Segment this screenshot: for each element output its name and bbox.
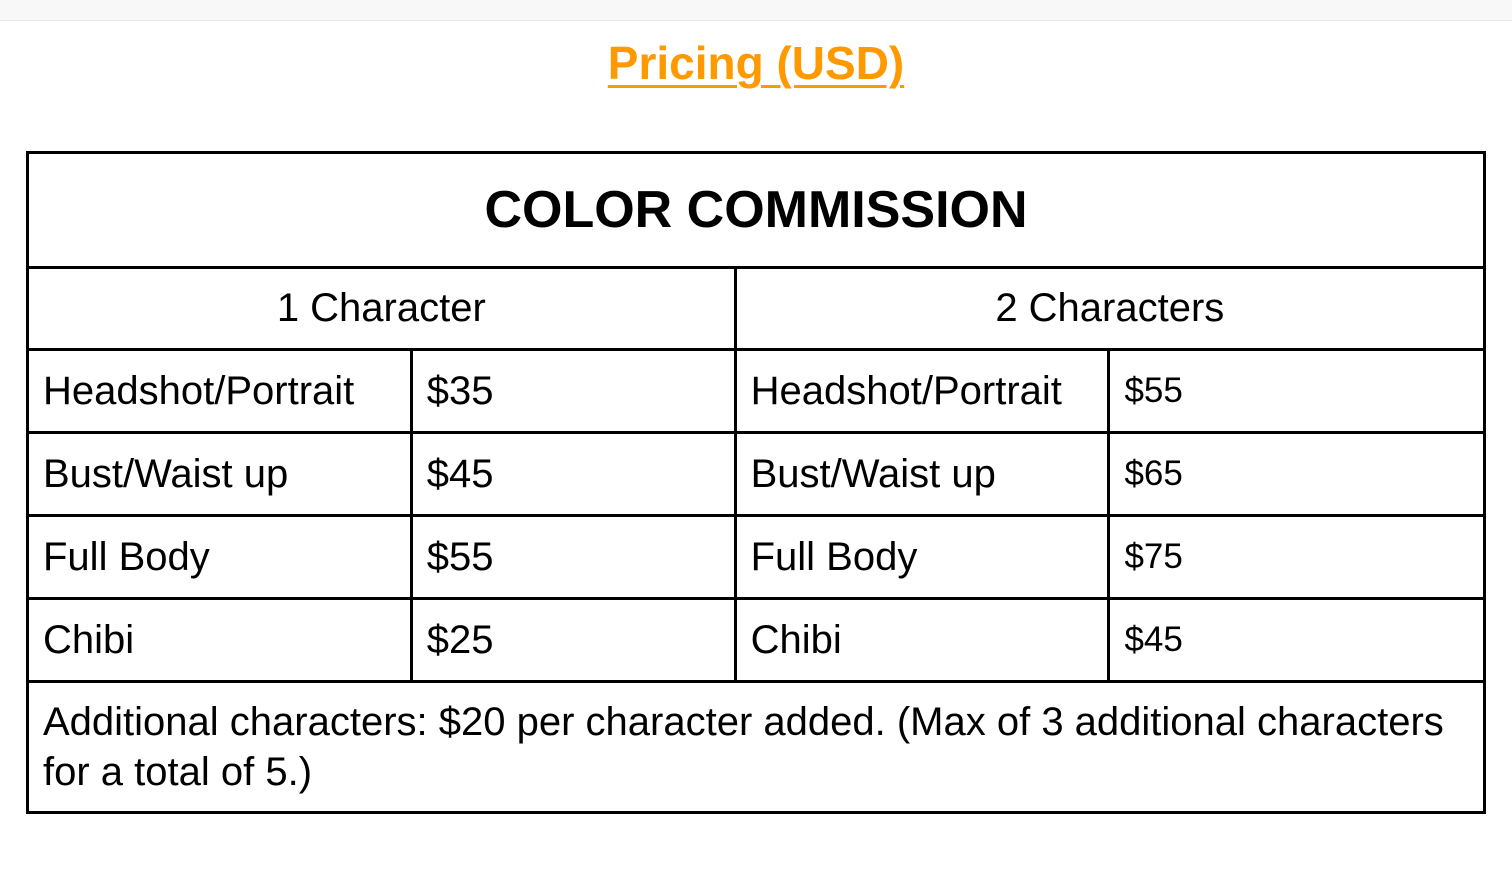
price-cell: $55 [1107, 348, 1486, 434]
type-cell: Full Body [733, 514, 1111, 600]
table-row: Headshot/Portrait $35 Headshot/Portrait … [26, 348, 1486, 434]
table-row: Full Body $55 Full Body $75 [26, 514, 1486, 600]
type-cell: Full Body [26, 514, 413, 600]
table-row: Chibi $25 Chibi $45 [26, 597, 1486, 683]
type-cell: Headshot/Portrait [733, 348, 1111, 434]
header-2-characters: 2 Characters [733, 266, 1487, 351]
table-title: COLOR COMMISSION [26, 151, 1486, 269]
price-cell: $45 [1107, 597, 1486, 683]
top-bar [0, 0, 1512, 21]
footer-note: Additional characters: $20 per character… [26, 680, 1486, 814]
pricing-table: COLOR COMMISSION 1 Character 2 Character… [26, 151, 1487, 814]
type-cell: Chibi [26, 597, 413, 683]
type-cell: Bust/Waist up [733, 431, 1111, 517]
price-cell: $75 [1107, 514, 1486, 600]
price-cell: $55 [409, 514, 737, 600]
page-heading[interactable]: Pricing (USD) [607, 37, 905, 89]
price-cell: $65 [1107, 431, 1486, 517]
header-1-character: 1 Character [26, 266, 737, 351]
type-cell: Bust/Waist up [26, 431, 413, 517]
type-cell: Chibi [733, 597, 1111, 683]
price-cell: $45 [409, 431, 737, 517]
table-row: Bust/Waist up $45 Bust/Waist up $65 [26, 431, 1486, 517]
price-cell: $35 [409, 348, 737, 434]
price-cell: $25 [409, 597, 737, 683]
type-cell: Headshot/Portrait [26, 348, 413, 434]
